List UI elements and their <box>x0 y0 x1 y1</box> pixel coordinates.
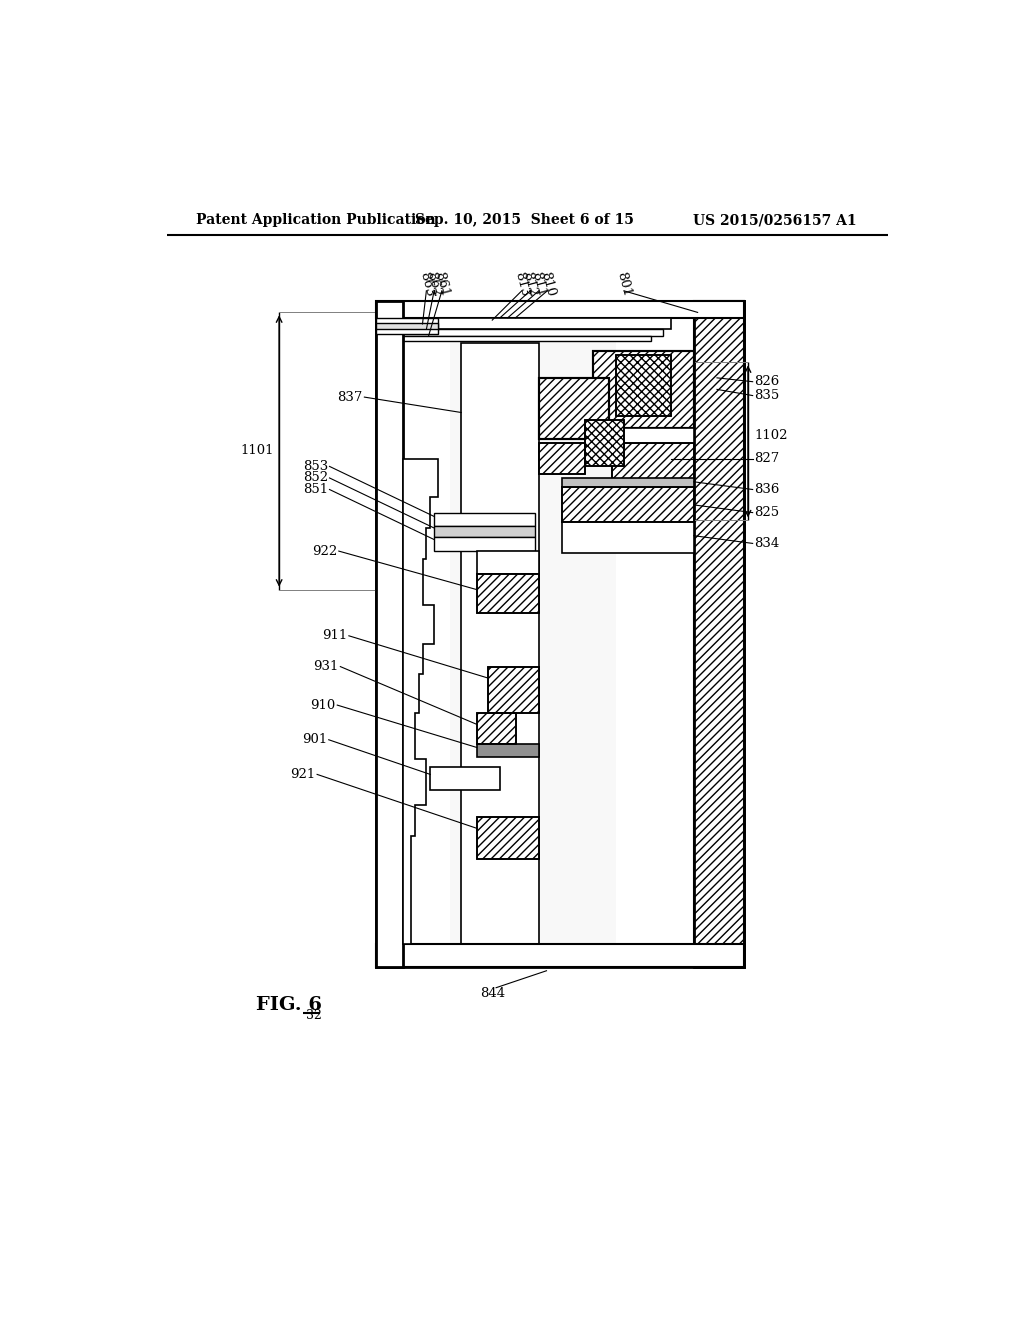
Text: FIG. 6: FIG. 6 <box>256 997 322 1014</box>
Text: 853: 853 <box>303 459 328 473</box>
Bar <box>376 301 744 968</box>
Text: 861: 861 <box>432 271 452 298</box>
Bar <box>608 428 693 444</box>
Text: 32: 32 <box>306 1008 323 1022</box>
Bar <box>539 444 586 474</box>
Bar <box>539 378 608 440</box>
Bar <box>477 574 539 612</box>
Bar <box>693 301 744 968</box>
Bar <box>376 318 438 329</box>
Bar <box>430 767 500 789</box>
Bar <box>376 944 744 966</box>
Bar <box>488 667 539 713</box>
Bar <box>612 444 693 482</box>
Text: 810: 810 <box>538 271 557 298</box>
Text: Patent Application Publication: Patent Application Publication <box>197 213 436 227</box>
Bar <box>616 355 671 416</box>
Text: 921: 921 <box>290 768 315 781</box>
Bar <box>434 527 535 537</box>
Text: 834: 834 <box>755 537 779 550</box>
Bar <box>616 301 693 968</box>
Bar <box>562 478 693 487</box>
Bar <box>616 355 671 416</box>
Text: 813: 813 <box>512 271 531 298</box>
Bar <box>378 302 742 965</box>
Text: 862: 862 <box>425 271 443 298</box>
Text: 825: 825 <box>755 506 779 519</box>
Bar <box>562 487 693 521</box>
Text: 1101: 1101 <box>241 445 273 458</box>
Text: Sep. 10, 2015  Sheet 6 of 15: Sep. 10, 2015 Sheet 6 of 15 <box>416 213 634 227</box>
Bar <box>434 537 535 552</box>
Bar <box>376 329 663 335</box>
Text: 837: 837 <box>338 391 362 404</box>
Text: 811: 811 <box>529 271 548 298</box>
Bar <box>376 329 438 334</box>
Bar <box>376 301 450 968</box>
Bar <box>539 378 608 440</box>
Text: 812: 812 <box>520 271 540 298</box>
Bar <box>376 335 651 341</box>
Text: 863: 863 <box>417 271 436 298</box>
Bar <box>488 667 539 713</box>
Text: 911: 911 <box>323 630 347 643</box>
Bar <box>376 301 744 318</box>
Text: US 2015/0256157 A1: US 2015/0256157 A1 <box>693 213 856 227</box>
Bar <box>477 817 539 859</box>
Polygon shape <box>403 459 438 944</box>
Bar <box>376 323 438 330</box>
Text: 836: 836 <box>755 483 779 496</box>
Text: 826: 826 <box>755 375 779 388</box>
Text: 851: 851 <box>303 483 328 496</box>
Bar <box>593 351 693 428</box>
Text: 801: 801 <box>614 271 634 298</box>
Bar <box>586 420 624 466</box>
Bar <box>477 713 515 743</box>
Text: 931: 931 <box>313 660 339 673</box>
Text: 910: 910 <box>310 698 336 711</box>
Text: 901: 901 <box>302 733 328 746</box>
Bar <box>477 817 539 859</box>
Bar <box>376 318 671 329</box>
Bar <box>477 574 539 612</box>
Bar <box>693 301 744 968</box>
Bar <box>562 521 693 553</box>
Bar <box>539 444 586 474</box>
Bar <box>434 512 535 527</box>
Bar <box>586 420 624 466</box>
Bar <box>461 343 539 944</box>
Bar <box>477 552 539 574</box>
Bar <box>376 301 403 968</box>
Text: 827: 827 <box>755 453 779 465</box>
Bar <box>562 487 693 521</box>
Text: 922: 922 <box>312 545 337 557</box>
Text: 835: 835 <box>755 389 779 403</box>
Text: 844: 844 <box>479 987 505 1001</box>
Text: 1102: 1102 <box>755 429 787 442</box>
Bar <box>461 343 539 944</box>
Bar <box>593 351 693 428</box>
Bar <box>612 444 693 482</box>
Bar <box>477 713 515 743</box>
Text: 852: 852 <box>303 471 328 484</box>
Bar <box>477 743 539 758</box>
